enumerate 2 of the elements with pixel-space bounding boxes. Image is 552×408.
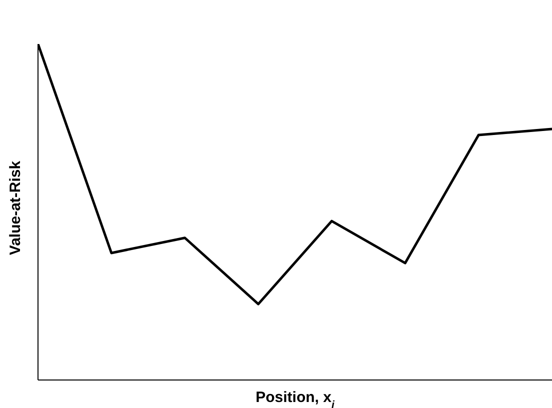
x-axis-title: Position, x$_{i}$ <box>256 389 336 408</box>
y-axis-title: Value-at-Risk <box>7 160 24 256</box>
